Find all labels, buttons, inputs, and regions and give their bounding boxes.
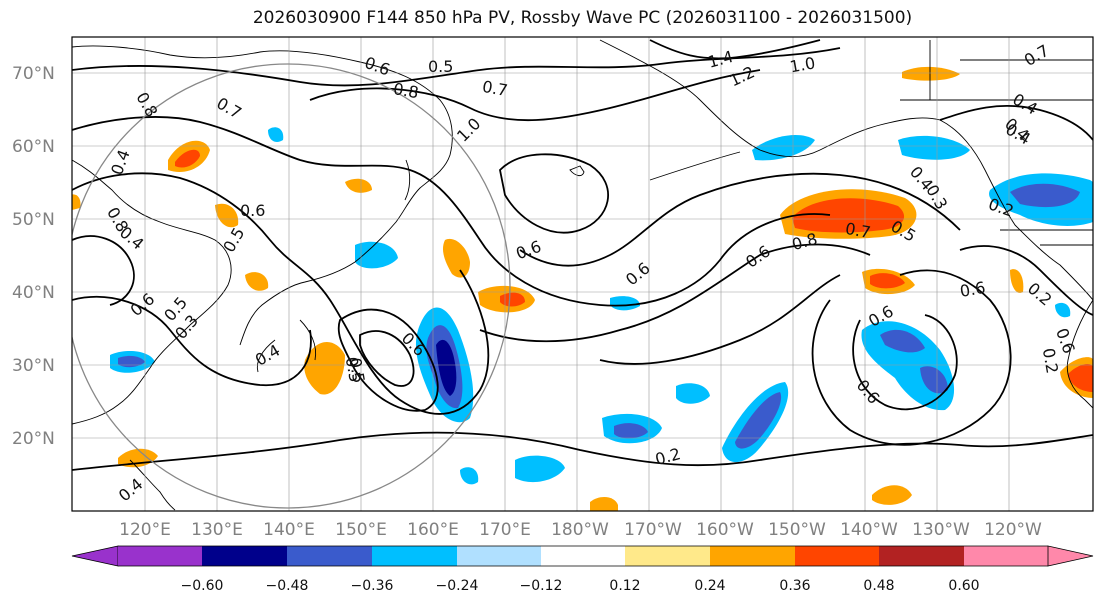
lon-label: 150°W (768, 520, 826, 540)
map-plot-area (72, 37, 1093, 511)
map-frame (71, 36, 1094, 512)
lon-label: 130°E (191, 520, 243, 540)
negative-anomaly-shading (110, 127, 1093, 485)
lon-label: 180°W (551, 520, 609, 540)
colorbar-tick-label: −0.36 (351, 578, 394, 594)
contour-label: 1.0 (788, 53, 816, 76)
colorbar-tick-label: 0.24 (694, 578, 725, 594)
lon-label: 150°E (335, 520, 387, 540)
coastlines (72, 39, 1093, 511)
colorbar-segment (710, 546, 795, 566)
colorbar-tick-label: −0.60 (181, 578, 224, 594)
contour-label: 0.5 (342, 355, 365, 383)
lon-label: 170°W (624, 520, 682, 540)
lat-label: 30°N (12, 356, 55, 376)
lon-label: 130°W (912, 520, 970, 540)
contour-label: 0.6 (958, 278, 986, 301)
lon-label: 120°W (984, 520, 1042, 540)
longitude-labels: 120°E 130°E 140°E 150°E 160°E 170°E 180°… (119, 520, 1042, 540)
contour-label: 0.5 (428, 57, 453, 76)
colorbar-segment (372, 546, 457, 566)
colorbar-segment (795, 546, 879, 566)
lat-label: 70°N (12, 64, 55, 84)
colorbar-segment (202, 546, 287, 566)
lat-label: 60°N (12, 137, 55, 157)
colorbar-tick-label: −0.24 (436, 578, 479, 594)
lon-label: 120°E (119, 520, 171, 540)
colorbar-min-arrow (71, 545, 119, 567)
colorbar-tick-label: 0.12 (609, 578, 640, 594)
colorbar-tick-label: 0.48 (863, 578, 894, 594)
colorbar-segment (541, 546, 625, 566)
colorbar-segment (457, 546, 541, 566)
lon-label: 140°W (840, 520, 898, 540)
lat-label: 50°N (12, 210, 55, 230)
contour-label: 0.6 (240, 201, 265, 220)
contour-label: 0.5 (345, 356, 368, 384)
positive-anomaly-shading (72, 66, 1093, 511)
radius-circle (72, 63, 511, 509)
lat-label: 20°N (12, 429, 55, 449)
contour-label: 0.7 (481, 77, 509, 100)
contour-label: 0.2 (1039, 347, 1062, 375)
lon-label: 160°W (696, 520, 754, 540)
colorbar-tick-label: −0.12 (520, 578, 563, 594)
colorbar: −0.60 −0.48 −0.36 −0.24 −0.12 0.12 0.24 … (71, 545, 1094, 594)
map-title: 2026030900 F144 850 hPa PV, Rossby Wave … (252, 8, 913, 28)
contour-label: 0.8 (392, 79, 420, 102)
lon-label: 140°E (263, 520, 315, 540)
colorbar-segment (625, 546, 710, 566)
lon-label: 160°E (407, 520, 459, 540)
latitude-labels: 70°N 60°N 50°N 40°N 30°N 20°N (12, 64, 55, 449)
colorbar-max-arrow (1047, 545, 1094, 567)
colorbar-segment (118, 546, 202, 566)
lat-label: 40°N (12, 283, 55, 303)
colorbar-segment (287, 546, 372, 566)
colorbar-segment (964, 546, 1048, 566)
contour-label: 0.7 (844, 219, 872, 242)
colorbar-tick-label: 0.60 (948, 578, 979, 594)
lon-label: 170°E (479, 520, 531, 540)
colorbar-tick-label: −0.48 (266, 578, 309, 594)
colorbar-tick-label: 0.36 (779, 578, 810, 594)
colorbar-segment (879, 546, 964, 566)
